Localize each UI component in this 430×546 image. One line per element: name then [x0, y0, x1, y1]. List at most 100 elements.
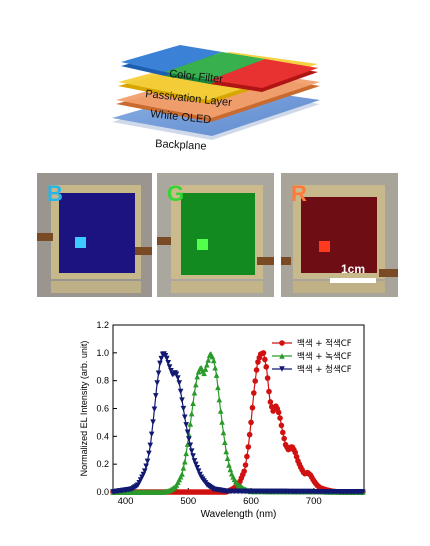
data-point	[195, 368, 202, 375]
scale-bar-line	[330, 278, 376, 283]
photo-letter-g: G	[167, 181, 185, 206]
data-point	[147, 442, 154, 449]
data-point	[227, 466, 234, 473]
photo-letter-r: R	[291, 181, 307, 206]
layer-label-backplane: Backplane	[155, 138, 207, 153]
data-point	[216, 396, 223, 403]
y-tick-label: 0.6	[96, 404, 109, 414]
data-point	[157, 360, 163, 367]
legend-label: 백색 + 청색CF	[297, 364, 352, 375]
data-point	[260, 350, 267, 356]
data-point	[293, 453, 300, 460]
data-point	[176, 380, 183, 386]
data-point	[220, 429, 227, 436]
data-point	[264, 375, 271, 381]
el-spectrum-chart: 400 500 600 700 0.0 0.2 0.4 0.6 0.8 1.0 1.2 백색 + 적…	[0, 305, 430, 541]
photo-red: R 1cm	[281, 173, 398, 297]
data-point	[190, 400, 196, 406]
y-tick-label: 0.2	[96, 459, 109, 469]
data-point	[244, 453, 250, 460]
data-point	[187, 421, 194, 427]
data-point	[193, 381, 199, 388]
chart-svg: 400 500 600 700 0.0 0.2 0.4 0.6 0.8 1.0 1.2 백색 + 적…	[79, 320, 366, 520]
photo-green: G	[157, 173, 274, 297]
data-point	[165, 360, 172, 366]
photo-blue-svg	[37, 173, 152, 297]
x-axis-label: Wavelength (nm)	[201, 509, 277, 520]
data-point	[181, 414, 188, 421]
data-point	[246, 431, 253, 438]
legend-label: 백색 + 적색CF	[297, 338, 352, 349]
data-point	[150, 419, 156, 425]
data-point	[197, 471, 203, 478]
data-point	[248, 419, 254, 426]
data-point	[275, 409, 282, 416]
data-point	[204, 361, 210, 368]
data-point	[179, 397, 185, 403]
data-point	[193, 461, 199, 468]
layer-stack-diagram: Backplane White OLED Passivation Layer C…	[0, 0, 430, 165]
x-tick-label: 700	[306, 496, 322, 507]
data-point	[278, 422, 285, 429]
data-point	[219, 419, 225, 425]
scale-bar: 1cm	[330, 262, 376, 283]
data-point	[280, 429, 286, 436]
data-point	[223, 448, 230, 455]
data-point	[202, 366, 209, 372]
data-point	[241, 468, 247, 475]
data-point	[183, 422, 189, 428]
data-point	[179, 471, 185, 477]
data-point	[187, 442, 194, 449]
data-point	[151, 406, 158, 413]
data-point	[175, 375, 181, 381]
photo-green-svg	[157, 173, 274, 297]
x-tick-label: 500	[180, 496, 196, 507]
data-point	[249, 404, 256, 411]
data-point	[194, 373, 201, 380]
data-point	[154, 380, 160, 386]
legend-marker	[279, 340, 285, 346]
y-tick-label: 1.2	[96, 320, 109, 330]
data-point	[155, 370, 162, 377]
data-point	[180, 405, 187, 412]
data-point	[186, 431, 192, 438]
data-point	[188, 410, 195, 417]
data-point	[190, 453, 196, 459]
data-point	[213, 372, 220, 378]
data-point	[252, 378, 258, 384]
photo-red-svg	[281, 173, 398, 297]
data-point	[201, 370, 207, 377]
photo-letter-b: B	[47, 181, 63, 206]
legend-label: 백색 + 녹색CF	[297, 351, 352, 362]
data-point	[253, 367, 260, 373]
color-filter-layer: Color Filter	[121, 45, 318, 92]
data-point	[168, 367, 174, 374]
data-point	[143, 463, 149, 470]
layer-stack-svg: Backplane White OLED Passivation Layer C…	[112, 45, 320, 153]
data-point	[152, 393, 159, 399]
data-point	[141, 468, 148, 474]
data-point	[245, 444, 252, 450]
data-point	[281, 435, 287, 442]
y-tick-label: 0.0	[96, 487, 109, 497]
legend-marker	[279, 366, 285, 372]
data-point	[224, 455, 231, 462]
data-point	[195, 468, 202, 474]
data-point	[158, 355, 165, 362]
data-point	[194, 465, 201, 471]
scale-bar-label: 1cm	[340, 262, 366, 276]
data-point	[144, 458, 151, 465]
data-point	[266, 388, 272, 395]
data-point	[360, 489, 366, 495]
data-point	[205, 357, 212, 363]
data-point	[212, 364, 218, 371]
data-point	[262, 356, 268, 363]
data-point	[177, 388, 184, 395]
data-point	[188, 448, 195, 454]
y-tick-label: 0.4	[96, 431, 109, 441]
data-point	[191, 389, 198, 396]
data-point	[191, 458, 198, 464]
data-point	[242, 462, 249, 468]
data-point	[215, 384, 221, 391]
data-point	[251, 390, 257, 396]
